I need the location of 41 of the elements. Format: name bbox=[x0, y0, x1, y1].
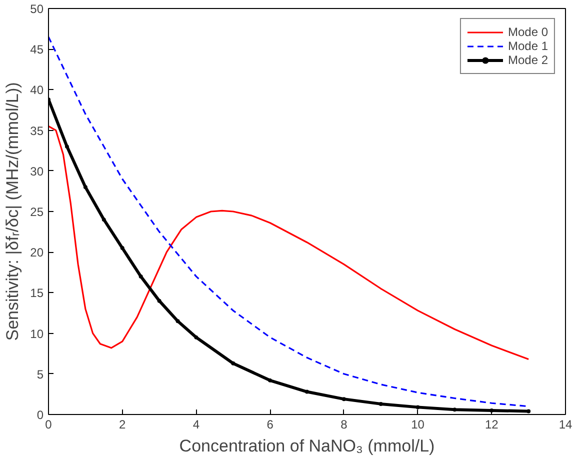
x-tick-label: 12 bbox=[484, 418, 499, 432]
y-tick-label: 30 bbox=[30, 164, 44, 178]
x-tick-label: 10 bbox=[411, 418, 425, 432]
x-tick-label: 14 bbox=[558, 418, 572, 432]
point bbox=[120, 246, 124, 250]
point bbox=[416, 405, 420, 410]
line-series bbox=[48, 125, 530, 360]
y-tick-label: 35 bbox=[30, 124, 44, 138]
x-axis-title: Concentration of NaNO₃ (mmol/L) bbox=[179, 436, 435, 456]
x-tick-label: 8 bbox=[340, 418, 348, 432]
point bbox=[83, 185, 88, 190]
y-tick-label: 45 bbox=[30, 42, 44, 57]
y-tick-label: 40 bbox=[30, 83, 44, 98]
x-tick-label: 0 bbox=[45, 418, 52, 432]
point bbox=[305, 390, 309, 394]
point bbox=[157, 298, 162, 303]
point bbox=[231, 361, 236, 366]
y-tick-label: 5 bbox=[36, 367, 44, 382]
point bbox=[452, 408, 457, 412]
point bbox=[176, 319, 180, 324]
y-tick-label: 50 bbox=[30, 2, 44, 16]
point bbox=[194, 335, 198, 340]
legend-label: Mode 2 bbox=[508, 53, 548, 67]
point bbox=[268, 378, 272, 382]
y-tick-label: 10 bbox=[30, 326, 44, 341]
y-tick-label: 15 bbox=[30, 286, 44, 300]
point bbox=[138, 274, 143, 278]
legend-label: Mode 0 bbox=[508, 25, 548, 39]
x-tick-label: 6 bbox=[266, 418, 274, 432]
y-tick-label: 25 bbox=[30, 205, 44, 219]
y-axis-title: Sensitivity: |δfᵣ/δc| (MHz/(mmol/L)) bbox=[3, 82, 22, 341]
point bbox=[526, 409, 531, 414]
point bbox=[64, 144, 69, 149]
x-tick-label: 4 bbox=[192, 418, 200, 432]
x-tick-label: 2 bbox=[119, 418, 126, 432]
point bbox=[378, 402, 383, 406]
y-tick-label: 20 bbox=[30, 246, 44, 260]
y-tick-label: 0 bbox=[36, 408, 44, 422]
point bbox=[102, 218, 106, 222]
legend-label: Mode 1 bbox=[508, 39, 548, 53]
point bbox=[342, 397, 346, 402]
